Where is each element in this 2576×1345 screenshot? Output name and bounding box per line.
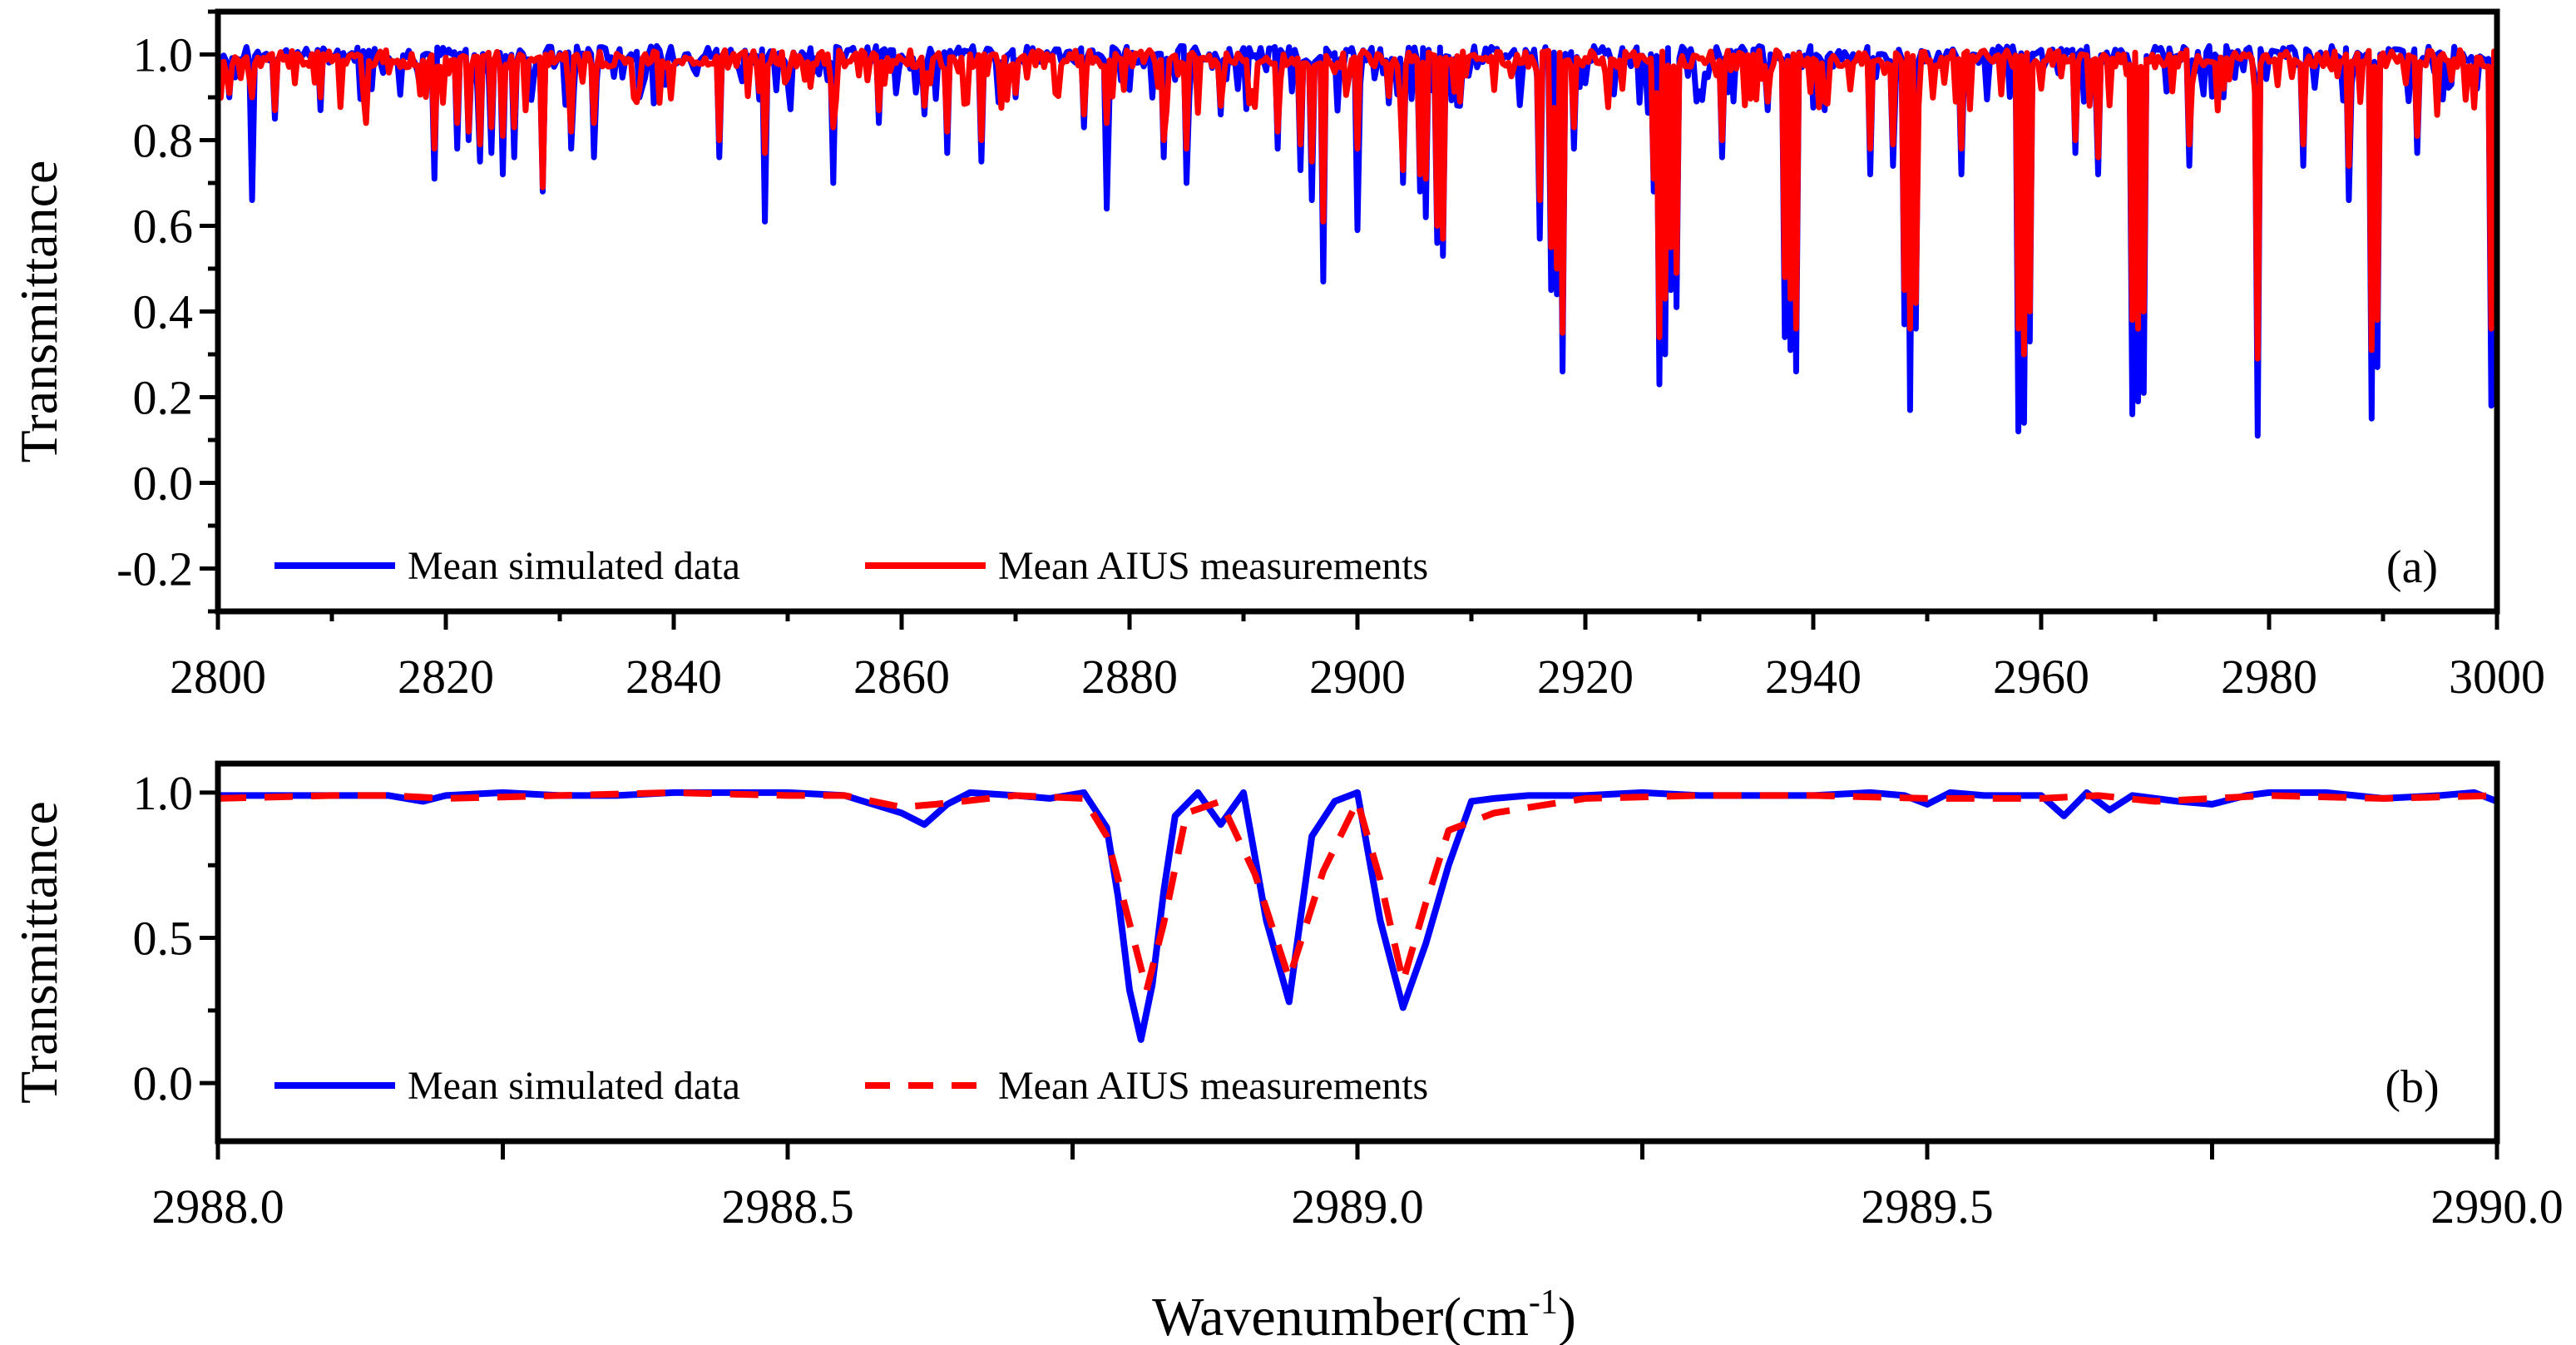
panel-label-a: (a) — [2386, 541, 2438, 593]
panel-b: 0.0 0.5 1.0 2988.0 2988.5 2989.0 2989.5 2990.0 T… — [9, 760, 2564, 1234]
x-axis-label-suffix: ) — [1558, 1287, 1576, 1345]
x-axis-label-superscript: -1 — [1529, 1283, 1558, 1322]
y-tick-label-a: 1.0 — [133, 28, 194, 82]
panel-label-b: (b) — [2385, 1061, 2439, 1113]
y-tick-label-b: 0.5 — [133, 912, 194, 966]
x-tick-label-a: 2840 — [625, 650, 722, 704]
x-tick-label-a: 2820 — [398, 650, 494, 704]
y-tick-label-a: -0.2 — [116, 542, 193, 596]
y-axis-label-a: Transmittance — [9, 161, 68, 463]
series-line-aius-b — [218, 789, 2497, 994]
y-axis-label-b: Transmittance — [9, 801, 68, 1104]
series-line-aius-a — [218, 47, 2497, 362]
legend-label-simulated-b: Mean simulated data — [408, 1064, 740, 1108]
x-axis-label: Wavenumber(cm-1) — [1152, 1283, 1576, 1345]
x-tick-label-a: 2960 — [1993, 650, 2089, 704]
x-tick-label-b: 2989.0 — [1291, 1179, 1424, 1234]
panel-a: -0.2 0.0 0.2 0.4 0.6 0.8 1.0 2800 2820 2840 2860 28… — [9, 8, 2545, 704]
x-tick-label-a: 2920 — [1537, 650, 1634, 704]
plot-area-a — [218, 42, 2497, 439]
x-axis-label-main: Wavenumber(cm — [1152, 1287, 1529, 1345]
x-tick-label-a: 3000 — [2449, 650, 2545, 704]
x-tick-label-a: 2860 — [853, 650, 950, 704]
legend-label-aius-a: Mean AIUS measurements — [998, 544, 1428, 588]
x-tick-label-a: 2980 — [2221, 650, 2317, 704]
y-tick-label-a: 0.6 — [133, 200, 194, 254]
y-tick-label-a: 0.2 — [133, 371, 194, 425]
x-tick-label-b: 2988.5 — [721, 1179, 854, 1234]
y-tick-label-b: 1.0 — [133, 766, 194, 820]
x-tick-label-a: 2880 — [1081, 650, 1178, 704]
series-line-simulated-b — [218, 789, 2497, 1043]
x-tick-label-b: 2990.0 — [2430, 1179, 2564, 1234]
x-tick-label-b: 2989.5 — [1861, 1179, 1994, 1234]
y-tick-label-a: 0.4 — [133, 285, 194, 339]
y-tick-label-b: 0.0 — [133, 1056, 194, 1110]
x-tick-label-a: 2900 — [1309, 650, 1406, 704]
x-tick-label-a: 2800 — [170, 650, 266, 704]
legend-label-simulated-a: Mean simulated data — [408, 544, 740, 588]
y-tick-label-a: 0.0 — [133, 457, 194, 511]
x-tick-label-b: 2988.0 — [151, 1179, 284, 1234]
plot-area-b — [218, 789, 2497, 1043]
y-tick-label-a: 0.8 — [133, 114, 194, 168]
x-tick-label-a: 2940 — [1765, 650, 1862, 704]
legend-label-aius-b: Mean AIUS measurements — [998, 1064, 1428, 1108]
